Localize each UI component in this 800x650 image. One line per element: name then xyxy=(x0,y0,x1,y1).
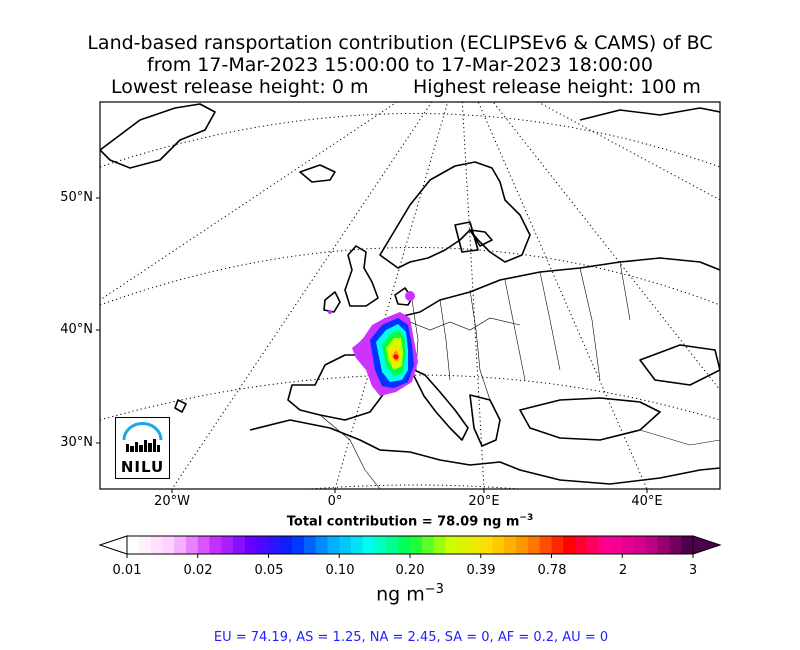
colorbar-cell xyxy=(669,536,682,554)
bc-contribution-plume xyxy=(328,291,418,396)
graticule-lat-lines xyxy=(100,113,720,489)
colorbar-cell xyxy=(209,536,222,554)
total-contribution: Total contribution = 78.09 ng m−3 xyxy=(286,513,534,530)
colorbar-cell xyxy=(516,536,529,554)
nilu-skyline-icon xyxy=(122,422,163,452)
coastlines xyxy=(100,103,720,485)
colorbar-cell xyxy=(256,536,270,554)
colorbar-cell xyxy=(504,536,517,554)
colorbar-tick-7: 2 xyxy=(618,563,628,578)
logo-text: NILU xyxy=(120,458,165,476)
colorbar-cell xyxy=(610,536,623,554)
colorbar-cell xyxy=(622,536,635,554)
lon-label-0: 0° xyxy=(327,494,343,509)
map-frame xyxy=(99,101,721,490)
colorbar-cell xyxy=(586,536,600,554)
colorbar-high-arrow xyxy=(692,535,722,555)
colorbar-cell xyxy=(681,536,694,554)
colorbar-tick-0: 0.01 xyxy=(112,563,142,578)
colorbar-cell xyxy=(351,536,364,554)
colorbar-cell xyxy=(445,536,458,554)
colorbar-cell xyxy=(292,536,305,554)
lon-label-20w: 20°W xyxy=(154,494,190,509)
colorbar-cell xyxy=(398,536,411,554)
colorbar-cell xyxy=(433,536,446,554)
colorbar-cell xyxy=(362,536,376,554)
colorbar-cell xyxy=(185,536,199,554)
highest-release-height: Highest release height: 100 m xyxy=(413,76,701,98)
colorbar-cell xyxy=(244,536,258,554)
colorbar-cell xyxy=(339,536,352,554)
map-title-line1: Land-based ransportation contribution (E… xyxy=(87,32,713,54)
colorbar-tick-3: 0.10 xyxy=(325,563,355,578)
colorbar-cell xyxy=(127,536,140,554)
colorbar-cell xyxy=(221,536,234,554)
colorbar-cell xyxy=(410,536,423,554)
lon-label-40e: 40°E xyxy=(631,494,663,509)
colorbar-cell xyxy=(138,536,152,554)
lon-label-20e: 20°E xyxy=(468,494,500,509)
lat-label-40n: 40°N xyxy=(60,322,93,337)
axis-ticks xyxy=(96,197,648,493)
colorbar-cell xyxy=(268,536,281,554)
colorbar-cell xyxy=(197,536,211,554)
colorbar-cell xyxy=(374,536,388,554)
colorbar-tick-2: 0.05 xyxy=(254,563,284,578)
colorbar-tick-8: 3 xyxy=(688,563,698,578)
colorbar-cell xyxy=(468,536,482,554)
colorbar-tick-4: 0.20 xyxy=(395,563,425,578)
colorbar-cell xyxy=(645,536,659,554)
colorbar-cell xyxy=(480,536,494,554)
colorbar-tick-6: 0.78 xyxy=(537,563,567,578)
colorbar-cell xyxy=(551,536,564,554)
colorbar-cell xyxy=(162,536,175,554)
colorbar-cell xyxy=(563,536,576,554)
colorbar-cell xyxy=(492,536,505,554)
colorbar-cell xyxy=(327,536,340,554)
colorbar-cell xyxy=(233,536,246,554)
colorbar-cell xyxy=(539,536,553,554)
colorbar-cell xyxy=(657,536,671,554)
colorbar-tick-5: 0.39 xyxy=(466,563,496,578)
lowest-release-height: Lowest release height: 0 m xyxy=(111,76,369,98)
colorbar-cell xyxy=(634,536,647,554)
lat-label-50n: 50°N xyxy=(60,190,93,205)
colorbar-cell xyxy=(575,536,588,554)
colorbar-tick-1: 0.02 xyxy=(183,563,213,578)
nilu-logo: NILU xyxy=(115,417,170,479)
colorbar-unit: ng m−3 xyxy=(376,582,444,606)
colorbar-cell xyxy=(598,536,612,554)
colorbar-low-arrow xyxy=(98,535,128,555)
region-contributions: EU = 74.19, AS = 1.25, NA = 2.45, SA = 0… xyxy=(213,630,609,645)
colorbar-cell xyxy=(421,536,435,554)
colorbar-cell xyxy=(527,536,541,554)
colorbar-cell xyxy=(315,536,329,554)
colorbar-cell xyxy=(150,536,163,554)
colorbar-cell xyxy=(303,536,317,554)
colorbar-cell xyxy=(457,536,470,554)
map-title-line2: from 17-Mar-2023 15:00:00 to 17-Mar-2023… xyxy=(147,54,653,76)
colorbar-cell xyxy=(174,536,187,554)
lat-label-30n: 30°N xyxy=(60,435,93,450)
colorbar-cell xyxy=(386,536,399,554)
colorbar-cell xyxy=(280,536,293,554)
graticule-lon-lines xyxy=(100,102,720,489)
